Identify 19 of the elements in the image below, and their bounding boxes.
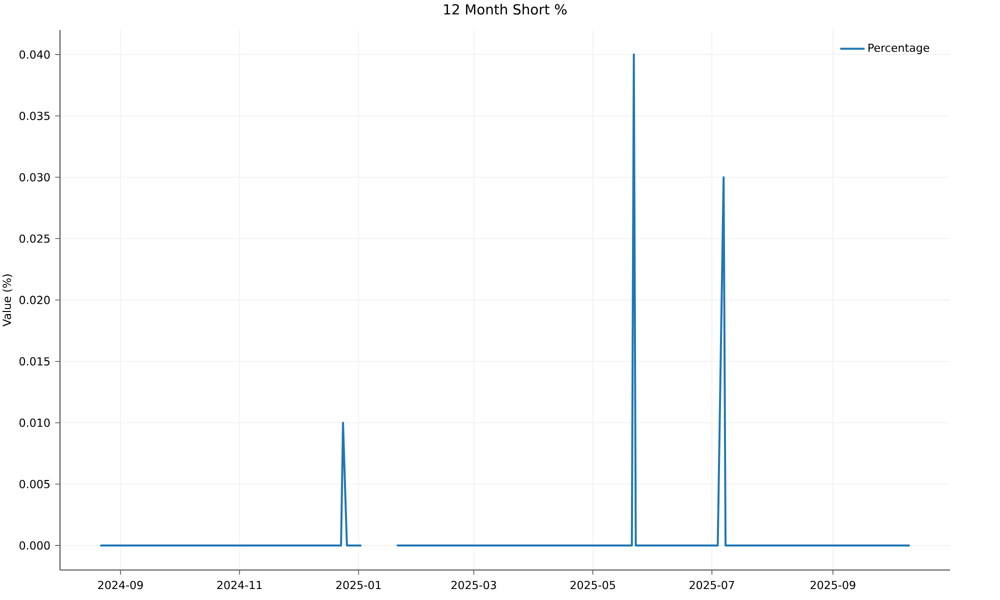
y-tick-label: 0.000 bbox=[20, 541, 50, 550]
y-tick-label: 0.015 bbox=[20, 357, 50, 366]
x-tick-label: 2025-03 bbox=[451, 580, 496, 590]
x-tick-label: 2025-09 bbox=[810, 580, 856, 590]
chart-title: 12 Month Short % bbox=[444, 4, 567, 15]
y-tick-label: 0.035 bbox=[20, 112, 50, 120]
x-tick-label: 2025-01 bbox=[336, 580, 381, 590]
x-tick-label: 2024-11 bbox=[217, 580, 262, 590]
y-tick-label: 0.030 bbox=[20, 173, 50, 182]
y-tick-label: 0.025 bbox=[20, 234, 50, 243]
x-tick-label: 2025-07 bbox=[690, 580, 734, 590]
y-tick-label: 0.010 bbox=[20, 418, 50, 427]
x-tick-label: 2025-05 bbox=[570, 580, 615, 590]
legend-label: Percentage bbox=[868, 44, 930, 54]
y-tick-label: 0.040 bbox=[20, 50, 50, 59]
y-tick-label: 0.005 bbox=[20, 480, 50, 488]
x-tick-label: 2024-09 bbox=[98, 580, 143, 590]
y-tick-label: 0.020 bbox=[20, 296, 50, 304]
y-axis-title: Value (%) bbox=[2, 274, 12, 326]
